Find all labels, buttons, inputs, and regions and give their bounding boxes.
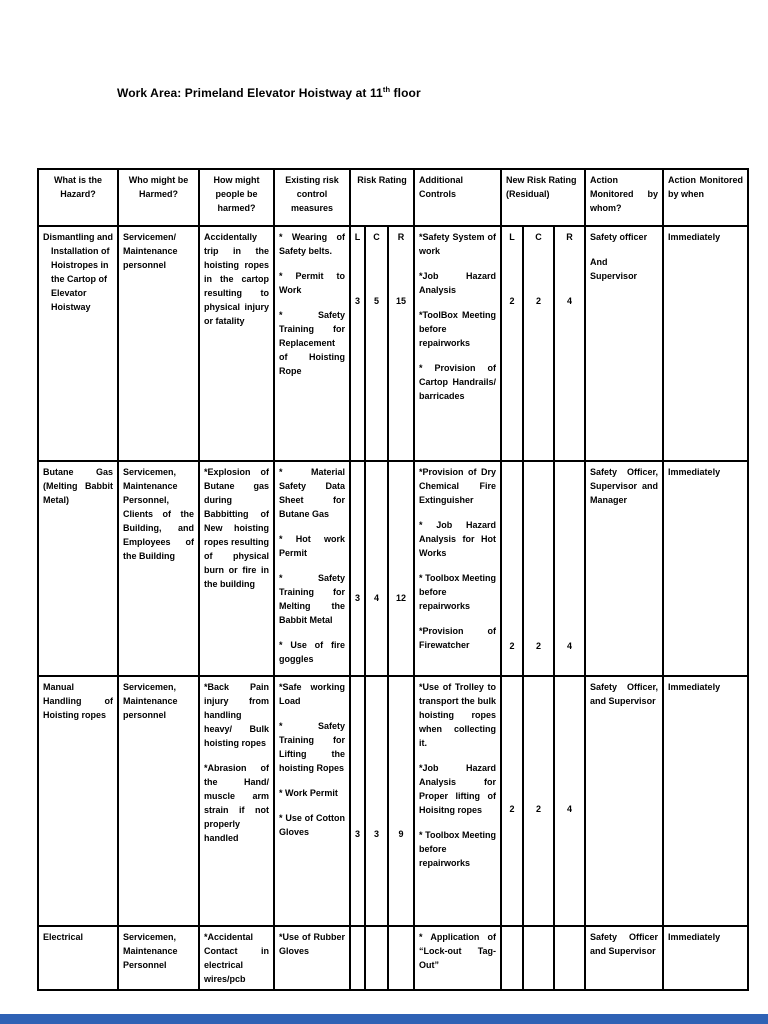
cell-additional-controls: *Use of Trolley to transport the bulk ho… [413,675,503,927]
risk-assessment-table: What is the Hazard? Who might be Harmed?… [37,168,750,991]
title-superscript: th [382,85,391,94]
cell-monitored-by-when: Immediately [662,925,750,991]
cell-new-risk-rating-c [522,925,556,991]
table-row: Electrical Servicemen, Maintenance Person… [37,925,750,991]
cell-hazard: Butane Gas (Melting Babbit Metal) [37,460,119,677]
cell-how-harmed: Accidentally trip in the hoisting ropes … [198,225,275,462]
cell-additional-controls: * Application of “Lock-out Tag-Out” [413,925,503,991]
cell-new-risk-rating-l [500,925,525,991]
cell-monitored-by-when: Immediately [662,675,750,927]
cell-who-harmed: Servicemen, Maintenance personnel [117,675,200,927]
cell-hazard: Manual Handling of Hoisting ropes [37,675,119,927]
table-row: Dismantling and Installation of Hoistrop… [37,225,750,462]
cell-risk-rating-r [386,925,416,991]
cell-additional-controls: *Safety System of work *Job Hazard Analys… [413,225,503,462]
col-header-existing-controls: Existing risk control measures [273,168,351,227]
title-text: Work Area: Primeland Elevator Hoistway a… [117,86,383,100]
table-row: Manual Handling of Hoisting ropes Service… [37,675,750,927]
cell-existing-controls: * Wearing of Safety belts. * Permit to Wo… [273,225,351,462]
title-suffix: floor [390,86,421,100]
cell-how-harmed: *Explosion of Butane gas during Babbitti… [198,460,275,677]
cell-new-risk-rating-l: 2 [500,460,525,677]
cell-risk-rating-r: R 15 [386,225,416,462]
cell-risk-rating-r: 9 [386,675,416,927]
cell-existing-controls: * Material Safety Data Sheet for Butane … [273,460,351,677]
cell-risk-rating-c: 4 [364,460,389,677]
cell-risk-rating-l: 3 [349,675,366,927]
cell-monitored-by-when: Immediately [662,225,750,462]
col-header-monitored-by-whom: Action Monitored by whom? [584,168,665,227]
cell-hazard: Electrical [37,925,119,991]
cell-monitored-by-whom: Safety Officer, Supervisor and Manager [584,460,665,677]
cell-monitored-by-whom: Safety Officer, and Supervisor [584,675,665,927]
bottom-bar [0,1014,768,1024]
col-header-additional-controls: Additional Controls [413,168,503,227]
cell-how-harmed: *Accidental Contact in electrical wires/… [198,925,275,991]
col-header-who: Who might be Harmed? [117,168,200,227]
page-title: Work Area: Primeland Elevator Hoistway a… [117,85,421,100]
cell-new-risk-rating-r: 4 [553,460,587,677]
header-row: What is the Hazard? Who might be Harmed?… [37,168,750,227]
cell-monitored-by-whom: Safety officer And Supervisor [584,225,665,462]
cell-risk-rating-c: 3 [364,675,389,927]
cell-risk-rating-l [349,925,366,991]
cell-new-risk-rating-c: 2 [522,675,556,927]
col-header-how: How might people be harmed? [198,168,275,227]
cell-existing-controls: *Safe working Load * Safety Training for … [273,675,351,927]
col-header-risk-rating: Risk Rating [348,168,416,227]
cell-new-risk-rating-l: 2 [500,675,525,927]
col-header-new-risk-rating: New Risk Rating (Residual) [500,168,587,227]
cell-new-risk-rating-r [553,925,587,991]
cell-additional-controls: *Provision of Dry Chemical Fire Extingui… [413,460,503,677]
cell-risk-rating-r: 12 [386,460,416,677]
cell-new-risk-rating-r: 4 [553,675,587,927]
col-header-monitored-by-when: Action Monitored by when [662,168,750,227]
cell-how-harmed: *Back Pain injury from handling heavy/ B… [198,675,275,927]
cell-who-harmed: Servicemen, Maintenance Personnel, Clien… [117,460,200,677]
cell-new-risk-rating-c: 2 [522,460,556,677]
cell-monitored-by-whom: Safety Officer and Supervisor [584,925,665,991]
cell-risk-rating-l: 3 [349,460,366,677]
cell-who-harmed: Servicemen, Maintenance Personnel [117,925,200,991]
table-row: Butane Gas (Melting Babbit Metal) Service… [37,460,750,677]
cell-monitored-by-when: Immediately [662,460,750,677]
cell-who-harmed: Servicemen/ Maintenance personnel [117,225,200,462]
col-header-hazard: What is the Hazard? [37,168,119,227]
cell-risk-rating-c [364,925,389,991]
cell-existing-controls: *Use of Rubber Gloves [273,925,351,991]
cell-hazard: Dismantling and Installation of Hoistrop… [37,225,119,462]
